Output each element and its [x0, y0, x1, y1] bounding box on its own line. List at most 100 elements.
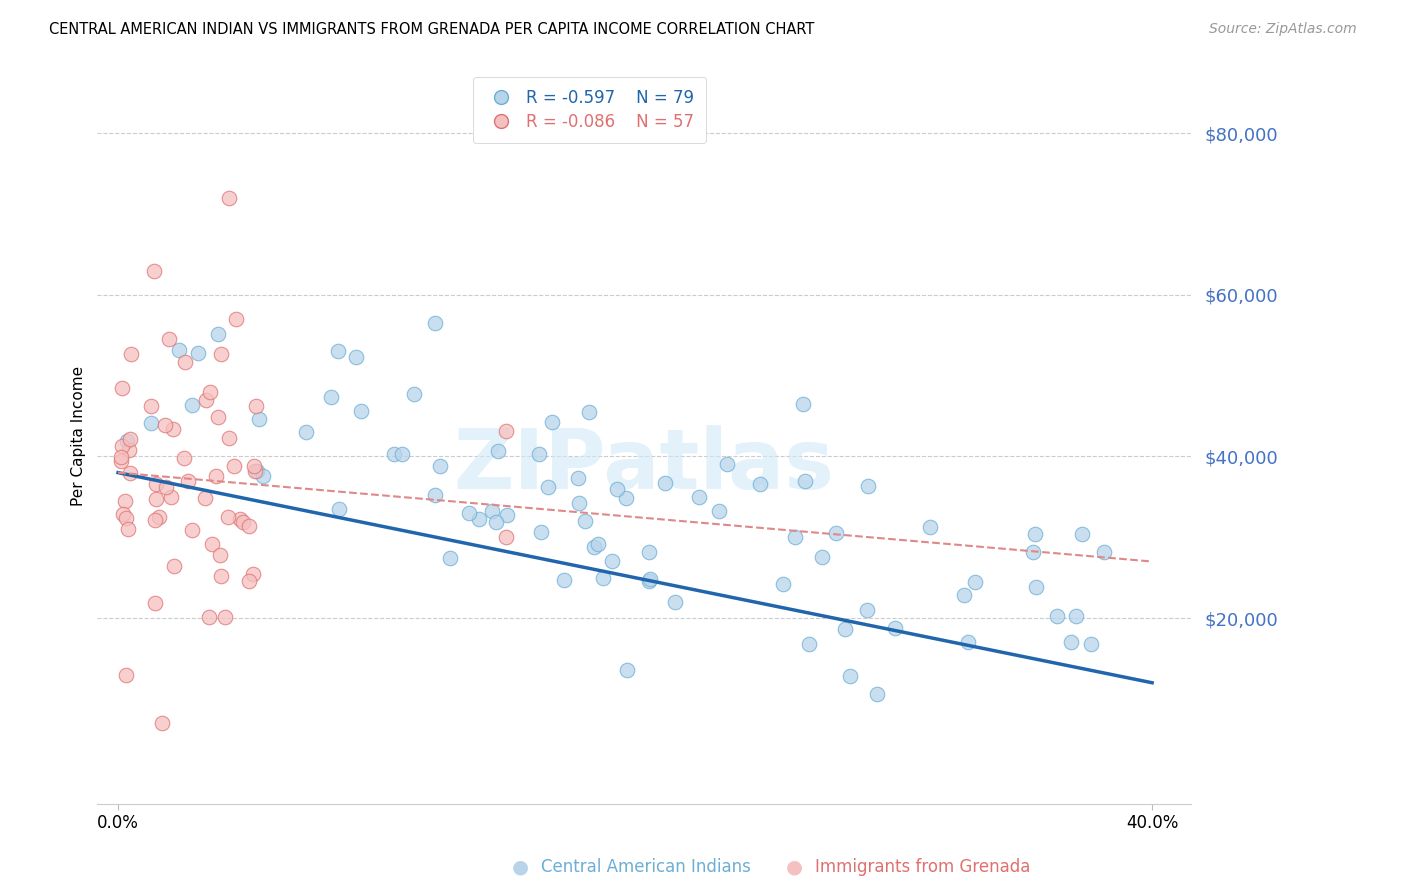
Point — [792, 397, 814, 411]
Point — [600, 554, 623, 568]
Point — [120, 346, 142, 360]
Point — [162, 559, 184, 574]
Point — [252, 469, 274, 483]
Point — [688, 490, 710, 504]
Point — [180, 398, 202, 412]
Point — [173, 355, 195, 369]
Point — [772, 577, 794, 591]
Point — [1080, 637, 1102, 651]
Point — [145, 492, 167, 507]
Point — [148, 509, 170, 524]
Point — [606, 482, 628, 496]
Point — [638, 545, 661, 559]
Point — [328, 501, 350, 516]
Point — [176, 474, 198, 488]
Point — [180, 523, 202, 537]
Point — [350, 404, 373, 418]
Point — [111, 439, 134, 453]
Point — [245, 464, 267, 478]
Point — [530, 524, 553, 539]
Point — [173, 450, 195, 465]
Point — [541, 415, 564, 429]
Point — [654, 475, 676, 490]
Point — [537, 480, 560, 494]
Point — [1025, 580, 1047, 594]
Point — [527, 447, 550, 461]
Point — [112, 507, 135, 521]
Point — [209, 347, 232, 361]
Point — [110, 450, 132, 464]
Point — [238, 519, 260, 533]
Point — [204, 469, 226, 483]
Point — [238, 574, 260, 589]
Point — [118, 442, 141, 457]
Point — [139, 400, 162, 414]
Text: CENTRAL AMERICAN INDIAN VS IMMIGRANTS FROM GRENADA PER CAPITA INCOME CORRELATION: CENTRAL AMERICAN INDIAN VS IMMIGRANTS FR… — [49, 22, 814, 37]
Point — [344, 350, 367, 364]
Point — [114, 493, 136, 508]
Point — [824, 526, 846, 541]
Point — [382, 447, 405, 461]
Point — [495, 530, 517, 544]
Point — [110, 454, 132, 468]
Point — [118, 467, 141, 481]
Point — [423, 316, 446, 330]
Point — [246, 464, 269, 478]
Point — [664, 595, 686, 609]
Point — [139, 416, 162, 430]
Point — [114, 667, 136, 681]
Point — [245, 399, 267, 413]
Point — [588, 537, 610, 551]
Point — [1060, 635, 1083, 649]
Point — [207, 327, 229, 342]
Point — [111, 381, 134, 395]
Point — [918, 520, 941, 534]
Point — [157, 332, 180, 346]
Point — [243, 458, 266, 473]
Point — [159, 490, 181, 504]
Point — [953, 589, 976, 603]
Point — [162, 422, 184, 436]
Point — [229, 512, 252, 526]
Point — [1024, 526, 1046, 541]
Point — [120, 432, 142, 446]
Point — [496, 508, 519, 522]
Point — [142, 263, 165, 277]
Point — [582, 540, 605, 554]
Point — [865, 687, 887, 701]
Point — [242, 567, 264, 582]
Point — [153, 418, 176, 433]
Point — [187, 346, 209, 360]
Point — [150, 716, 173, 731]
Point — [209, 568, 232, 582]
Point — [956, 635, 979, 649]
Point — [592, 571, 614, 585]
Point — [785, 530, 807, 544]
Point — [707, 503, 730, 517]
Text: ZIPatlas: ZIPatlas — [454, 425, 835, 506]
Point — [145, 477, 167, 491]
Point — [155, 480, 177, 494]
Point — [198, 384, 221, 399]
Point — [197, 610, 219, 624]
Text: Source: ZipAtlas.com: Source: ZipAtlas.com — [1209, 22, 1357, 37]
Text: ●: ● — [786, 857, 803, 877]
Point — [209, 548, 232, 562]
Point — [218, 431, 240, 445]
Point — [963, 574, 986, 589]
Y-axis label: Per Capita Income: Per Capita Income — [72, 367, 86, 507]
Point — [797, 637, 820, 651]
Point — [614, 491, 637, 505]
Point — [567, 471, 589, 485]
Point — [1046, 608, 1069, 623]
Point — [495, 424, 517, 438]
Point — [319, 390, 342, 404]
Text: Central American Indians: Central American Indians — [541, 858, 751, 876]
Point — [143, 513, 166, 527]
Point — [115, 434, 138, 449]
Point — [553, 573, 575, 587]
Legend: R = -0.597    N = 79, R = -0.086    N = 57: R = -0.597 N = 79, R = -0.086 N = 57 — [472, 77, 706, 143]
Point — [429, 459, 451, 474]
Point — [574, 515, 596, 529]
Point — [247, 412, 270, 426]
